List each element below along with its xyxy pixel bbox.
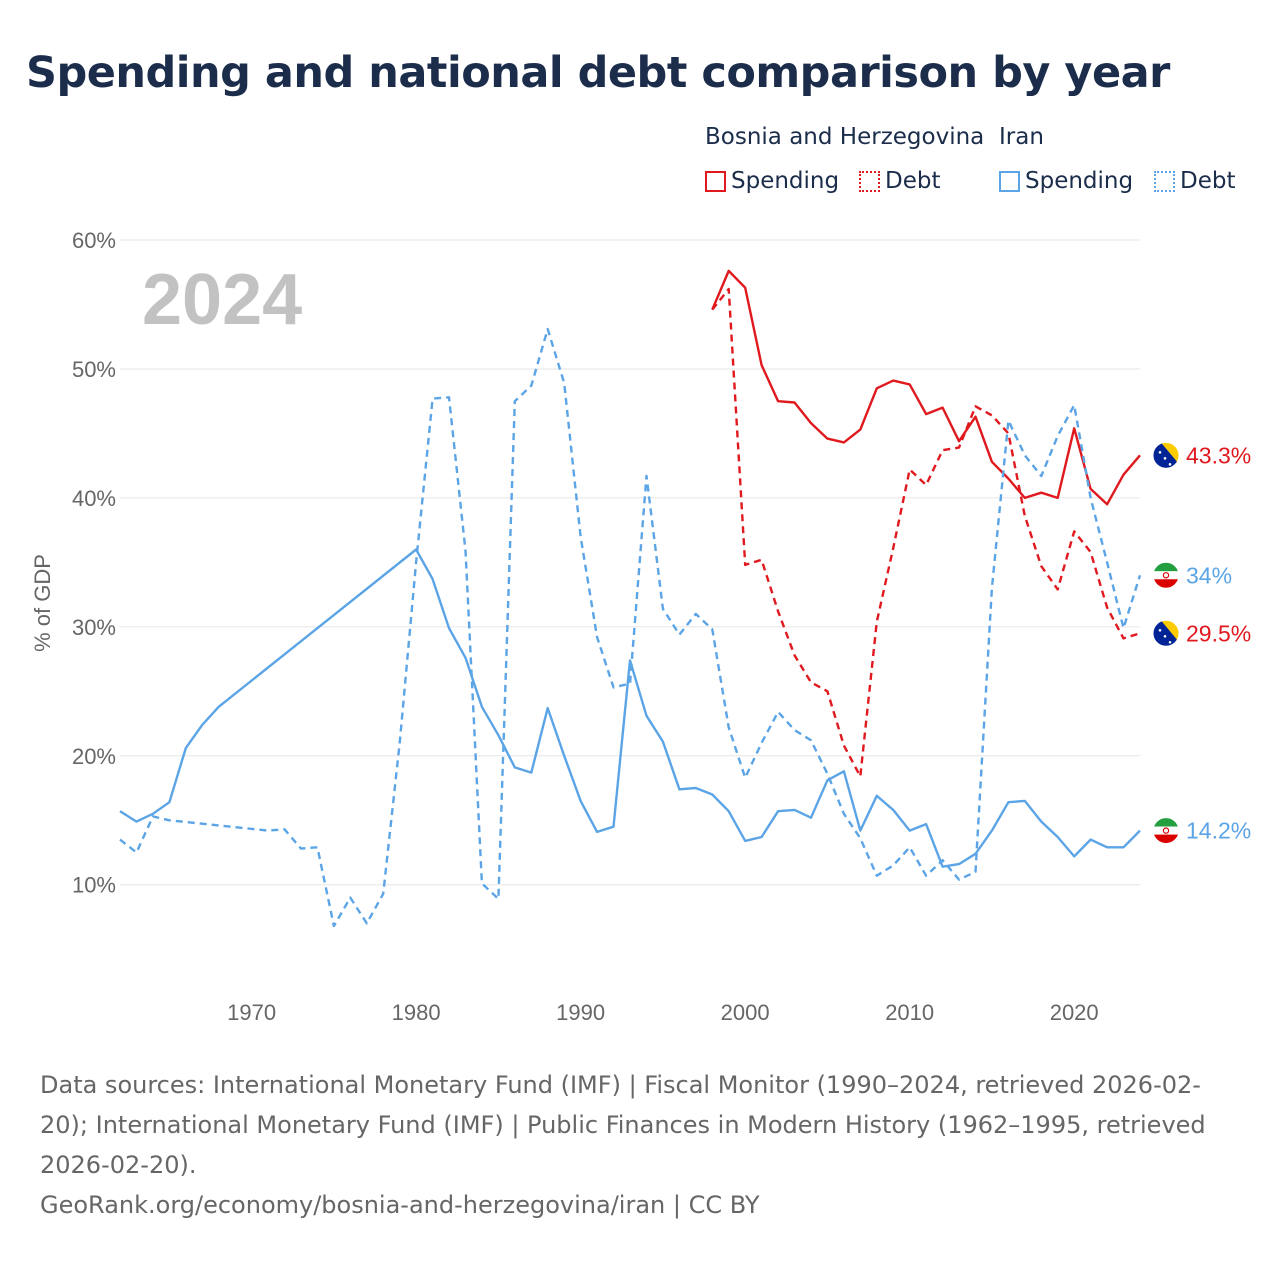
data-sources-text: Data sources: International Monetary Fun…	[40, 1071, 1206, 1179]
end-value-label: 29.5%	[1186, 620, 1251, 646]
series-lines	[119, 269, 1142, 928]
end-value-label: 34%	[1186, 562, 1232, 588]
y-tick-label: 50%	[72, 357, 116, 382]
end-labels: 43.3% 34% 29.5% 14.2%	[1152, 441, 1251, 845]
x-tick-label: 1970	[227, 1000, 276, 1025]
end-value-label: 14.2%	[1186, 818, 1251, 844]
legend-label: Spending	[731, 168, 840, 194]
legend-item-iran-debt[interactable]: Debt	[1154, 166, 1235, 196]
attribution-link[interactable]: GeoRank.org/economy/bosnia-and-herzegovi…	[40, 1191, 760, 1219]
line-chart: 10% 20% 30% 40% 50% 60% 1970 1980 1990 2000 2010 2…	[30, 228, 1251, 1025]
dotted-swatch-icon	[859, 170, 880, 192]
legend-country-bosnia: Bosnia and Herzegovina	[705, 124, 985, 150]
legend-label: Debt	[1180, 168, 1236, 194]
iran-flag-icon	[1152, 561, 1180, 589]
page-title: Spending and national debt comparison by…	[26, 48, 1170, 98]
x-tick-label: 1990	[556, 1000, 605, 1025]
x-tick-label: 2000	[721, 1000, 770, 1025]
bosnia-flag-icon	[1152, 619, 1180, 647]
y-axis: 10% 20% 30% 40% 50% 60%	[72, 228, 116, 898]
y-tick-label: 20%	[72, 744, 116, 769]
legend-item-iran-spending[interactable]: Spending	[999, 166, 1133, 196]
legend-item-bosnia-spending[interactable]: Spending	[705, 166, 839, 196]
series-line-iran-spending[interactable]	[119, 548, 1141, 868]
y-axis-label: % of GDP	[30, 554, 55, 652]
series-line-iran-debt[interactable]	[119, 327, 1142, 928]
x-axis: 1970 1980 1990 2000 2010 2020	[227, 1000, 1099, 1025]
iran-flag-icon	[1152, 817, 1180, 845]
y-tick-label: 60%	[72, 228, 116, 253]
series-line-bosnia-and-herzegovina-spending[interactable]	[711, 269, 1141, 506]
end-value-label: 43.3%	[1186, 442, 1251, 468]
x-tick-label: 2010	[885, 1000, 934, 1025]
legend-item-bosnia-debt[interactable]: Debt	[859, 166, 940, 196]
solid-swatch-icon	[705, 170, 726, 192]
source-notes: Data sources: International Monetary Fun…	[40, 1065, 1240, 1225]
x-tick-label: 1980	[392, 1000, 441, 1025]
x-tick-label: 2020	[1050, 1000, 1099, 1025]
legend-label: Spending	[1025, 168, 1134, 194]
y-tick-label: 10%	[72, 873, 116, 898]
year-watermark: 2024	[142, 260, 302, 340]
solid-swatch-icon	[999, 170, 1020, 192]
y-tick-label: 30%	[72, 615, 116, 640]
y-tick-label: 40%	[72, 486, 116, 511]
bosnia-flag-icon	[1152, 441, 1180, 469]
legend-country-iran: Iran	[999, 124, 1044, 150]
gridlines	[120, 239, 1140, 886]
dotted-swatch-icon	[1154, 170, 1175, 192]
legend-label: Debt	[885, 168, 941, 194]
series-line-bosnia-and-herzegovina-debt[interactable]	[711, 287, 1141, 778]
